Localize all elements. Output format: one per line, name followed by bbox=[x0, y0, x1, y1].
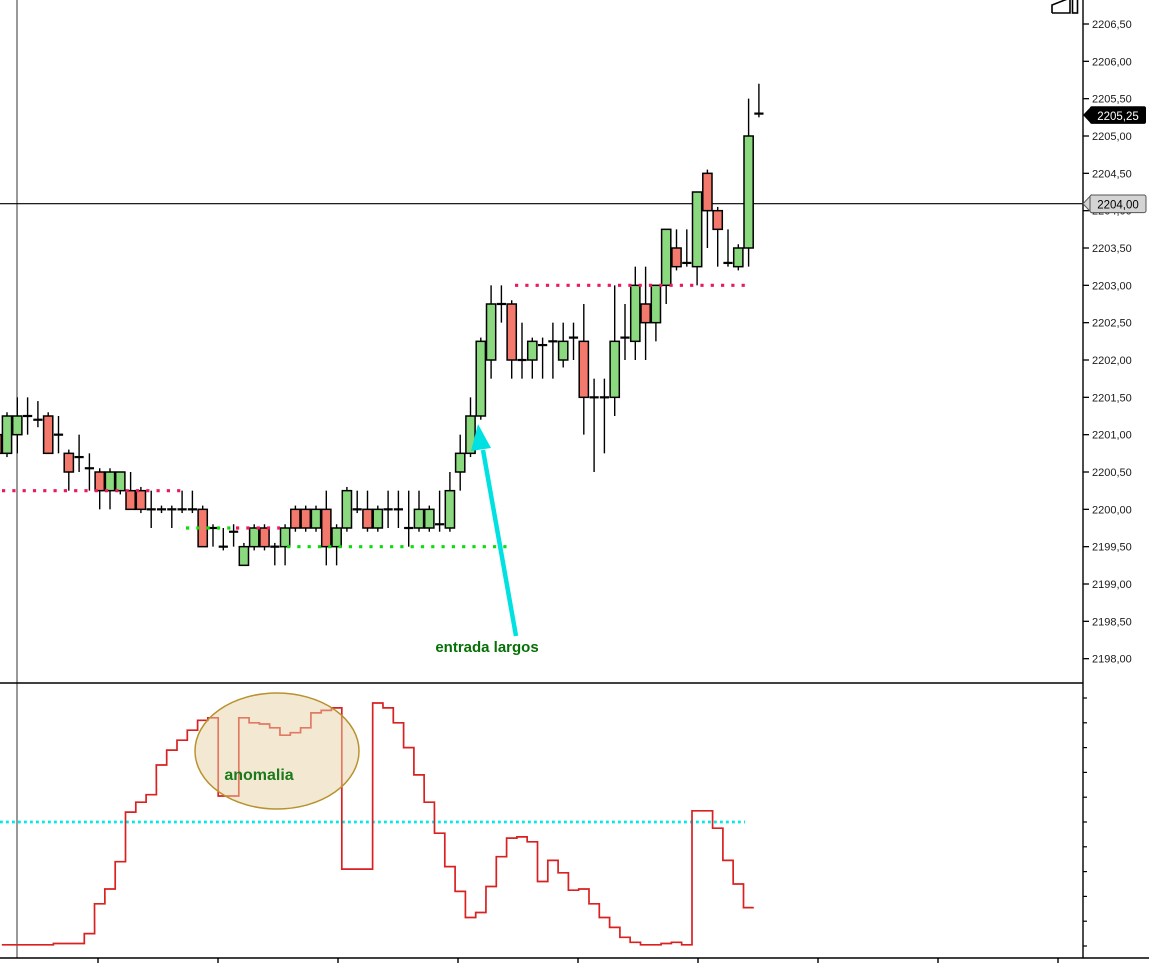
last-price-badge-arrow bbox=[1083, 106, 1091, 124]
price-line-badge-box bbox=[1089, 194, 1147, 214]
chart-marker-icon[interactable] bbox=[1051, 0, 1079, 14]
price-axis-layer: 2206,502206,002205,502205,002204,502204,… bbox=[1083, 19, 1132, 947]
svg-text:2201,00: 2201,00 bbox=[1092, 430, 1132, 442]
entry-arrow-annotation[interactable]: entrada largos bbox=[435, 424, 539, 656]
dotted-levels-layer bbox=[2, 283, 750, 549]
last-price-badge-box bbox=[1090, 106, 1146, 124]
svg-text:2202,50: 2202,50 bbox=[1092, 318, 1132, 330]
svg-text:2200,00: 2200,00 bbox=[1092, 504, 1132, 516]
svg-text:2203,50: 2203,50 bbox=[1092, 243, 1132, 255]
svg-text:2198,00: 2198,00 bbox=[1092, 654, 1132, 666]
svg-text:2201,50: 2201,50 bbox=[1092, 392, 1132, 404]
svg-text:2206,50: 2206,50 bbox=[1092, 19, 1132, 31]
price-line-badge: 2204,00 bbox=[1082, 193, 1147, 214]
svg-text:2205,00: 2205,00 bbox=[1092, 131, 1132, 143]
svg-text:2206,00: 2206,00 bbox=[1092, 56, 1132, 68]
svg-text:2200,50: 2200,50 bbox=[1092, 467, 1132, 479]
candle-layer bbox=[0, 83, 764, 567]
svg-text:2199,50: 2199,50 bbox=[1092, 542, 1132, 554]
svg-text:2199,00: 2199,00 bbox=[1092, 579, 1132, 591]
last-price-badge-label: 2205,25 bbox=[1097, 111, 1139, 123]
svg-text:2203,00: 2203,00 bbox=[1092, 280, 1132, 292]
anomaly-annotation[interactable]: anomalia bbox=[194, 692, 360, 810]
anomaly-label: anomalia bbox=[224, 767, 293, 784]
svg-text:2204,50: 2204,50 bbox=[1092, 168, 1132, 180]
price-line-badge-label: 2204,00 bbox=[1097, 200, 1139, 212]
svg-text:2198,50: 2198,50 bbox=[1092, 616, 1132, 628]
entry-arrow-shaft bbox=[480, 449, 519, 637]
anomaly-ellipse[interactable] bbox=[194, 692, 360, 810]
entry-arrow-head bbox=[471, 424, 491, 451]
last-price-badge: 2205,25 bbox=[1083, 106, 1146, 124]
svg-text:2205,50: 2205,50 bbox=[1092, 94, 1132, 106]
entry-label: entrada largos bbox=[435, 639, 538, 656]
svg-text:2202,00: 2202,00 bbox=[1092, 355, 1132, 367]
indicator-layer bbox=[0, 702, 754, 946]
